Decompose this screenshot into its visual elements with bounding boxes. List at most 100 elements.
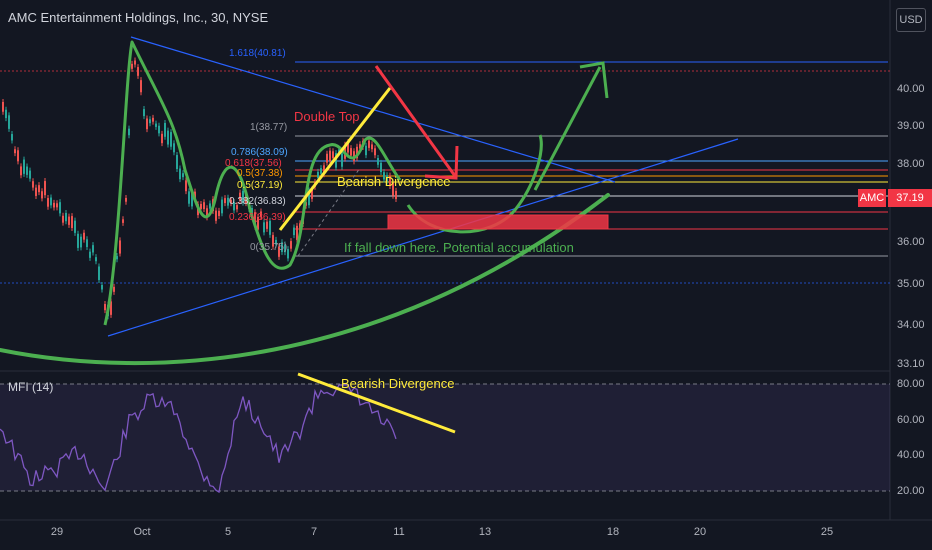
candle-body [332,151,334,158]
candle-body [242,190,244,203]
candle-body [59,202,61,214]
candle-body [113,286,115,292]
candle-body [200,203,202,209]
candle-body [224,198,226,204]
accumulation-curve[interactable] [0,193,610,366]
price-wave-drawing[interactable] [103,40,402,326]
fib-label: 1(38.77) [250,122,288,133]
candle-body [56,203,58,208]
fib-label: 0.5(37.38) [237,168,283,179]
time-axis-label: 20 [693,526,707,538]
price-divergence-line[interactable] [278,87,392,231]
candle-body [47,198,49,207]
mfi-divergence-label: Bearish Divergence [341,376,455,391]
candle-body [260,211,262,217]
candle-body [233,201,235,211]
candle-body [368,140,370,148]
candle-body [92,245,94,253]
price-axis-label: 36.00 [897,236,925,248]
candle-body [17,150,19,162]
candle-body [35,187,37,196]
candle-body [380,162,382,173]
mfi-axis-label: 40.00 [897,449,925,461]
candle-body [359,144,361,149]
candle-body [275,239,277,245]
candle-body [230,199,232,204]
candle-body [167,130,169,145]
candle-body [290,241,292,249]
accumulation-label: If fall down here. Potential accumulatio… [344,240,574,255]
candle-body [23,159,25,174]
candle-body [311,189,313,199]
candle-body [386,175,388,182]
fib-label: 0.382(36.83) [229,196,286,207]
fib-label: 0(35.75) [250,242,288,253]
candle-body [320,168,322,174]
candle-body [44,181,46,196]
candle-body [374,148,376,156]
candle-body [221,199,223,214]
candle-body [392,182,394,196]
fib-label: 1.618(40.81) [229,48,286,59]
candle-body [356,146,358,159]
candle-body [122,219,124,223]
candle-body [308,190,310,206]
candle-body [62,215,64,223]
time-axis-label: 29 [50,526,64,538]
time-axis-label: 11 [393,526,405,538]
price-axis-label: 38.00 [897,158,925,170]
candle-body [20,166,22,176]
candle-body [116,256,118,260]
candle-body [254,212,256,227]
candle-body [365,145,367,156]
bearish-arrow[interactable] [374,65,457,177]
time-axis-label: 5 [224,526,232,538]
candle-body [185,180,187,192]
candle-body [239,192,241,201]
candle-body [377,158,379,165]
candle-body [173,143,175,153]
candle-body [2,102,4,112]
candle-body [347,142,349,153]
fib-lines[interactable] [295,61,888,257]
price-axis-label: 39.00 [897,120,925,132]
candle-body [140,80,142,93]
bullish-arrow[interactable] [533,66,602,191]
mfi-divergence-line[interactable] [297,372,456,434]
candle-body [53,202,55,208]
time-axis-label: 25 [820,526,834,538]
fib-label: 0.618(37.56) [225,158,282,169]
candle-body [104,303,106,311]
currency-button[interactable]: USD [896,8,926,32]
candle-body [272,235,274,247]
candle-body [179,168,181,180]
candle-body [137,67,139,76]
candle-body [236,205,238,210]
candle-body [155,123,157,127]
time-axis-label: 13 [478,526,492,538]
candle-body [86,239,88,248]
mfi-line [0,384,397,494]
candle-body [89,251,91,258]
indicator-label[interactable]: MFI (14) [8,380,54,394]
candle-body [5,109,7,119]
accumulation-zone[interactable] [387,214,609,230]
candle-body [80,236,82,248]
candle-body [83,232,85,240]
mfi-axis-label: 80.00 [897,378,925,390]
candle-body [188,191,190,204]
candle-body [323,165,325,175]
mfi-axis-label: 20.00 [897,485,925,497]
time-axis-label: Oct [133,526,151,538]
candle-body [125,197,127,202]
candle-body [350,148,352,156]
candle-body [266,221,268,229]
candle-body [38,185,40,193]
candle-body [11,134,13,141]
candle-body [182,173,184,178]
triangle-lower-line[interactable] [107,138,739,337]
candle-body [284,244,286,253]
candle-body [77,233,79,248]
chart-title: AMC Entertainment Holdings, Inc., 30, NY… [8,10,269,25]
